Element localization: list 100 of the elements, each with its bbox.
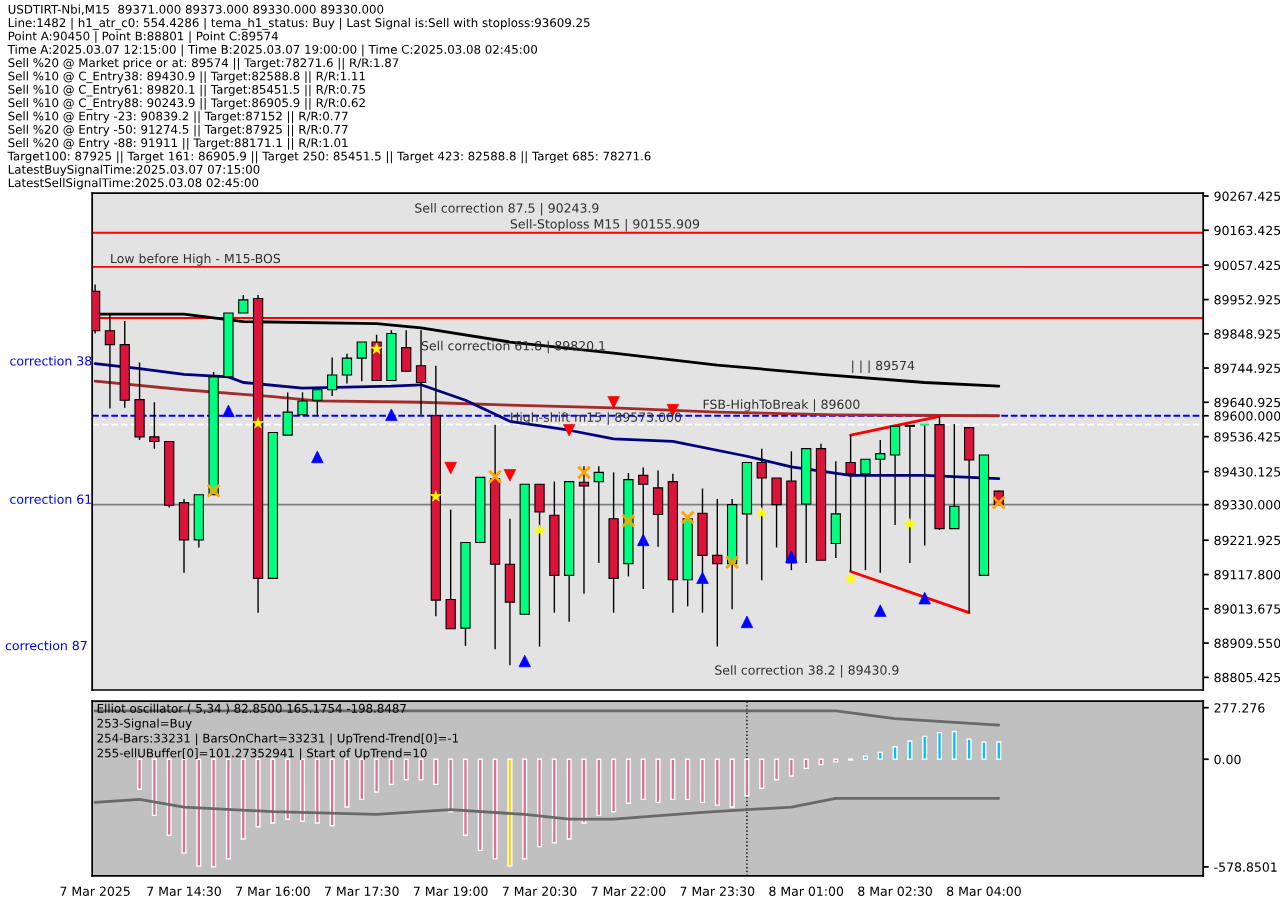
text: correction 87 xyxy=(5,640,87,651)
y-tick-label: 89013.675 xyxy=(1214,604,1280,614)
y-tick-label: 89117.800 xyxy=(1214,569,1280,580)
candlestick xyxy=(312,389,323,416)
bar xyxy=(299,758,306,822)
annotation: Elliot oscillator ( 5,34 ) 82.8500 165.1754 -198.8487 xyxy=(97,703,406,715)
candlestick xyxy=(297,391,308,416)
annotation: Low before High - M15-BOS xyxy=(111,253,281,266)
candlestick xyxy=(326,356,338,397)
x-tick-label: 7 Mar 20:30 xyxy=(502,886,577,896)
chart-title: USDTIRT-Nbi,M15 89371.000 89373.000 89330.000 89330.000 xyxy=(8,4,384,15)
text: Sell %20 @ Market price or at: 89574 || Target:78271.6 || R/R:1.87 xyxy=(8,57,399,70)
y-tick-label: 89330.000 xyxy=(1214,500,1280,510)
y-tick-label: 89952.925 xyxy=(1214,295,1280,305)
annotation: 253-Signal=Buy xyxy=(97,718,192,730)
bar xyxy=(788,758,794,777)
text: Time A:2025.03.07 12:15:00 | Time B:2025.03.07 19:00:00 | Time C:2025.03.08 02:45:00 xyxy=(7,44,538,57)
bar xyxy=(818,758,824,766)
bar xyxy=(388,758,394,786)
candlestick xyxy=(149,401,160,450)
point xyxy=(487,469,503,484)
bar xyxy=(685,758,691,801)
bar xyxy=(699,758,706,804)
bar xyxy=(966,738,972,760)
bar xyxy=(314,758,320,824)
annotation: correction 61 xyxy=(10,494,92,504)
bar xyxy=(344,758,350,808)
candlestick xyxy=(875,439,886,574)
y-tick-label: 90267.425 xyxy=(1214,191,1280,201)
bar xyxy=(507,758,513,867)
bar xyxy=(922,735,928,760)
candlestick xyxy=(845,434,856,573)
x-tick-label: 7 Mar 17:30 xyxy=(325,886,399,896)
y-tick-label: 89430.125 xyxy=(1214,467,1280,477)
text: Sell %10 @ C_Entry88: 90243.9 || Target:86905.9 || R/R:0.62 xyxy=(8,97,365,110)
candlestick xyxy=(919,423,931,547)
bar xyxy=(714,758,720,806)
bar xyxy=(877,751,883,760)
bar xyxy=(211,758,217,868)
y-tick-label: 89600.000 xyxy=(1214,411,1280,421)
annotation: Sell correction 38.2 | 89430.9 xyxy=(715,665,899,678)
x-tick-label: 7 Mar 23:30 xyxy=(680,886,755,896)
text: Point A:90450 | Point B:88801 | Point C:89574 xyxy=(8,31,278,44)
candlestick xyxy=(593,465,604,564)
candlestick xyxy=(949,423,960,530)
bar xyxy=(566,758,572,840)
bar xyxy=(611,758,617,813)
bar xyxy=(625,758,631,805)
bar xyxy=(670,758,676,801)
candlestick xyxy=(401,329,412,373)
bar xyxy=(270,758,276,824)
x-tick-label: 7 Mar 19:00 xyxy=(413,886,488,896)
y-tick-label: 89221.925 xyxy=(1214,535,1280,546)
bar xyxy=(255,758,261,828)
annotation: | | | 89574 xyxy=(852,360,915,373)
bar xyxy=(951,730,957,760)
x-tick-label: 7 Mar 2025 xyxy=(60,886,130,896)
bar xyxy=(181,758,187,854)
bar xyxy=(981,741,987,760)
y-tick-label: 89536.425 xyxy=(1214,432,1280,442)
x-tick-label: 8 Mar 02:30 xyxy=(858,886,932,896)
point xyxy=(576,465,592,480)
bar xyxy=(492,758,498,860)
bar xyxy=(522,758,528,860)
bar xyxy=(936,731,943,760)
x-tick-label: 7 Mar 16:00 xyxy=(236,886,310,896)
y-tick-label: 277.276 xyxy=(1214,703,1265,713)
y-tick-label: -578.8501 xyxy=(1214,862,1277,872)
annotation: 255-ellUBuffer[0]=101.27352941 | Start of UpTrend=10 xyxy=(97,748,427,761)
bar xyxy=(418,758,424,781)
bar xyxy=(433,758,439,786)
text: Line:1482 | h1_atr_c0: 554.4286 | tema_h1_status: Buy | Last Signal is:Sell with stoploss:93609.25 xyxy=(8,17,590,30)
point xyxy=(206,483,221,499)
point xyxy=(991,495,1006,510)
bar xyxy=(137,758,143,790)
candlestick xyxy=(860,458,871,571)
text: Sell %10 @ Entry -23: 90839.2 || Target:87152 || R/R:0.77 xyxy=(8,111,348,124)
annotation: Sell-Stoploss M15 | 90155.909 xyxy=(510,218,700,232)
bar xyxy=(166,758,172,836)
bar xyxy=(803,758,809,770)
bar xyxy=(892,746,898,760)
bar xyxy=(862,755,868,760)
point xyxy=(724,555,740,570)
bar xyxy=(285,758,291,821)
annotation: Sell correction 87.5 | 90243.9 xyxy=(415,203,599,216)
text: Target100: 87925 || Target 161: 86905.9 || Target 250: 85451.5 || Target 423: 82588.8 || Target 685: 78271.6 xyxy=(7,151,651,164)
candlestick xyxy=(282,391,293,436)
bar xyxy=(833,758,839,763)
bar xyxy=(359,758,365,801)
bar xyxy=(996,741,1002,760)
bar xyxy=(774,758,780,781)
x-tick-label: 7 Mar 14:30 xyxy=(147,886,221,896)
bar xyxy=(462,758,469,836)
candlestick xyxy=(712,498,723,648)
bar xyxy=(448,758,454,813)
y-tick-label: 90057.425 xyxy=(1214,260,1280,271)
text: Sell %20 @ Entry -50: 91274.5 || Target:87925 || R/R:0.77 xyxy=(8,124,348,137)
y-tick-label: 88805.425 xyxy=(1214,672,1280,683)
text: LatestSellSignalTime:2025.03.08 02:45:00 xyxy=(8,178,259,190)
point xyxy=(680,510,695,525)
